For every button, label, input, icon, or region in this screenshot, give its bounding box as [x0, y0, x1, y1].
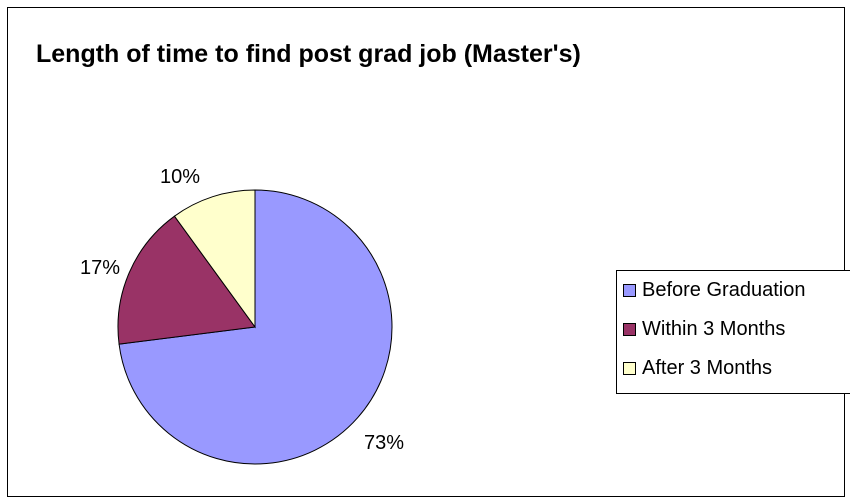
pie-slice-after-3-months [173, 189, 256, 329]
chart-legend: Before Graduation Within 3 Months After … [616, 270, 850, 394]
legend-item-within-3-months: Within 3 Months [623, 318, 785, 341]
pie-slice-within-3-months [117, 215, 256, 345]
chart-title: Length of time to find post grad job (Ma… [36, 40, 581, 68]
legend-item-after-3-months: After 3 Months [623, 357, 772, 380]
legend-label: Within 3 Months [642, 318, 786, 340]
legend-swatch [623, 284, 636, 297]
legend-label: Before Graduation [642, 279, 806, 301]
legend-swatch [623, 362, 636, 375]
legend-swatch [623, 323, 636, 336]
legend-label: After 3 Months [642, 357, 773, 379]
data-label-within-3-months: 17% [80, 257, 121, 279]
data-label-after-3-months: 10% [160, 166, 201, 188]
legend-item-before-graduation: Before Graduation [623, 279, 805, 302]
data-label-before-graduation: 73% [364, 432, 405, 454]
